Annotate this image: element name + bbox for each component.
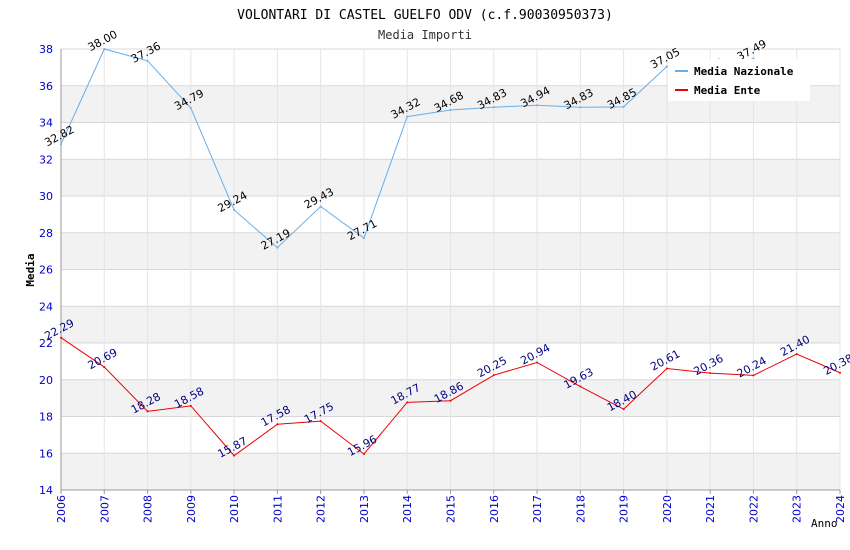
- y-tick-label: 22: [39, 337, 53, 350]
- data-point-media-nazionale: [362, 237, 365, 240]
- data-point-media-ente: [276, 423, 279, 426]
- x-tick-label: 2020: [661, 495, 674, 523]
- data-point-media-nazionale: [752, 57, 755, 60]
- y-axis-title: Media: [24, 253, 37, 286]
- x-tick-label: 2012: [315, 495, 328, 523]
- chart-title: VOLONTARI DI CASTEL GUELFO ODV (c.f.9003…: [237, 8, 613, 23]
- data-point-media-ente: [60, 336, 62, 339]
- data-point-media-ente: [709, 372, 712, 375]
- legend-label-media-nazionale: Media Nazionale: [694, 65, 794, 78]
- data-point-media-ente: [146, 410, 149, 413]
- data-point-media-ente: [795, 353, 798, 356]
- y-tick-label: 18: [39, 411, 53, 424]
- chart-subtitle: Media Importi: [378, 28, 472, 42]
- y-tick-label: 16: [39, 447, 53, 460]
- x-tick-label: 2009: [185, 495, 198, 523]
- x-tick-label: 2023: [791, 495, 804, 523]
- data-point-media-ente: [665, 367, 668, 370]
- data-point-media-ente: [362, 452, 365, 455]
- x-axis-title: Anno: [811, 517, 838, 530]
- data-point-media-ente: [839, 371, 841, 374]
- x-tick-label: 2021: [704, 495, 717, 523]
- x-tick-label: 2016: [488, 495, 501, 523]
- data-point-media-nazionale: [60, 143, 62, 146]
- x-tick-label: 2006: [55, 495, 68, 523]
- data-point-media-nazionale: [233, 208, 236, 211]
- data-point-media-nazionale: [449, 109, 452, 112]
- y-tick-label: 34: [39, 117, 53, 130]
- data-point-media-ente: [622, 408, 625, 411]
- data-point-media-ente: [319, 420, 322, 423]
- data-point-media-ente: [449, 399, 452, 402]
- x-tick-label: 2022: [747, 495, 760, 523]
- y-tick-label: 32: [39, 153, 53, 166]
- data-point-media-nazionale: [579, 106, 582, 109]
- data-point-media-ente: [536, 361, 539, 364]
- legend-box: [668, 59, 810, 101]
- data-point-media-nazionale: [406, 115, 409, 118]
- data-point-media-ente: [189, 404, 192, 407]
- data-point-media-nazionale: [665, 65, 668, 68]
- x-tick-label: 2008: [142, 495, 155, 523]
- y-tick-label: 24: [39, 300, 53, 313]
- data-point-media-nazionale: [146, 59, 149, 62]
- data-point-media-ente: [492, 374, 495, 377]
- data-point-media-ente: [579, 385, 582, 388]
- data-point-media-nazionale: [189, 106, 192, 109]
- x-tick-label: 2013: [358, 495, 371, 523]
- data-point-media-nazionale: [492, 106, 495, 109]
- data-point-media-nazionale: [319, 205, 322, 208]
- y-tick-label: 28: [39, 227, 53, 240]
- x-tick-label: 2024: [834, 495, 847, 523]
- data-point-media-ente: [752, 374, 755, 377]
- x-tick-label: 2019: [618, 495, 631, 523]
- y-tick-label: 14: [39, 484, 53, 497]
- gridlines: [60, 48, 841, 491]
- x-tick-label: 2018: [574, 495, 587, 523]
- data-point-media-ente: [103, 366, 106, 369]
- x-tick-label: 2014: [401, 495, 414, 523]
- y-tick-label: 30: [39, 190, 53, 203]
- x-tick-label: 2011: [271, 495, 284, 523]
- y-tick-label: 20: [39, 374, 53, 387]
- legend-label-media-ente: Media Ente: [694, 84, 761, 97]
- data-point-media-nazionale: [622, 105, 625, 108]
- x-tick-label: 2017: [531, 495, 544, 523]
- data-point-media-nazionale: [103, 48, 106, 50]
- series-lines: [60, 48, 841, 457]
- y-tick-label: 38: [39, 43, 53, 56]
- data-point-media-nazionale: [276, 246, 279, 249]
- data-point-media-ente: [406, 401, 409, 404]
- x-tick-label: 2007: [98, 495, 111, 523]
- data-point-media-ente: [233, 454, 236, 457]
- x-tick-label: 2015: [445, 495, 458, 523]
- y-tick-label: 36: [39, 80, 53, 93]
- data-point-media-nazionale: [536, 104, 539, 107]
- legend: Media Nazionale Media Ente: [668, 59, 810, 101]
- y-tick-label: 26: [39, 264, 53, 277]
- x-tick-label: 2010: [228, 495, 241, 523]
